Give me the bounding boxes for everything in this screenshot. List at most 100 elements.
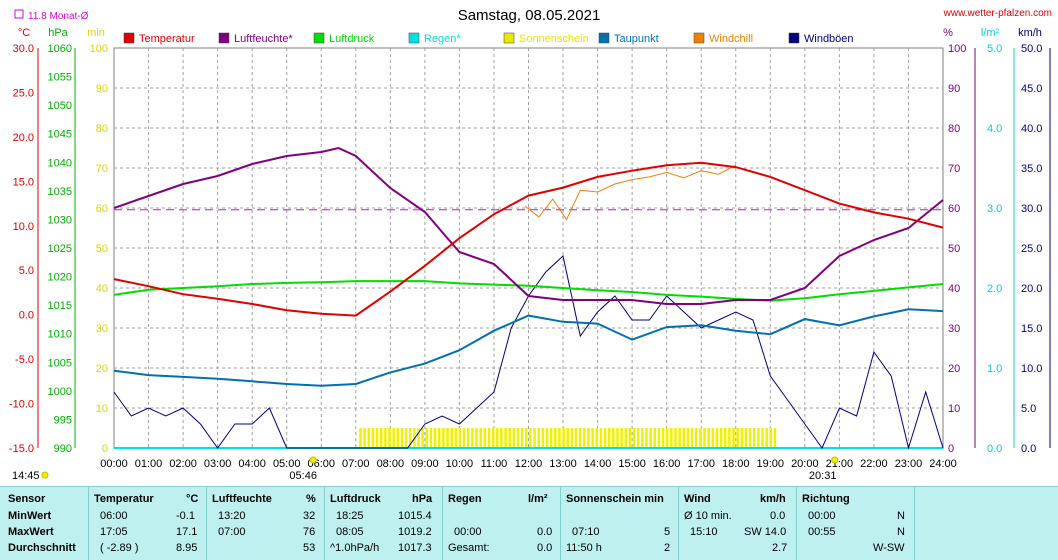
sunset-icon [831, 456, 839, 464]
sunshine-bar [500, 428, 503, 448]
sunshine-bar [442, 428, 445, 448]
x-tick-label: 00:00 [100, 458, 128, 470]
sunshine-bar [665, 428, 669, 448]
sunshine-bar [707, 428, 710, 448]
sunshine-bar [740, 428, 744, 448]
temp-axis-tick: -15.0 [9, 443, 34, 455]
sunshine-axis-tick: 40 [96, 283, 108, 295]
current-time: 14:45 [12, 470, 40, 482]
sunshine-bar [384, 428, 387, 448]
sunshine-bar [724, 428, 727, 448]
legend-swatch [693, 32, 705, 44]
row-label-max: MaxWert [8, 526, 54, 538]
humidity-axis-tick: 40 [948, 283, 960, 295]
x-tick-label: 22:00 [860, 458, 888, 470]
sunshine-bar [392, 428, 395, 448]
wind-axis-tick: 10.0 [1021, 363, 1042, 375]
sunshine-bar [628, 428, 632, 448]
sunshine-bar [566, 428, 569, 448]
rain-axis-tick: 1.0 [987, 363, 1002, 375]
sunshine-bar [674, 428, 677, 448]
pressure-axis-tick: 1055 [48, 72, 72, 84]
sunshine-bar [603, 428, 607, 448]
pressure-axis-tick: 1005 [48, 357, 72, 369]
avg-press-value: 1017.3 [398, 542, 432, 554]
sunshine-bar [462, 428, 466, 448]
sunshine-axis-tick: 80 [96, 123, 108, 135]
sunshine-bar [769, 428, 773, 448]
sunshine-bar [711, 428, 715, 448]
x-tick-label: 05:00 [273, 458, 301, 470]
x-tick-label: 17:00 [687, 458, 715, 470]
x-tick-label: 16:00 [653, 458, 681, 470]
temperature-line [113, 161, 944, 317]
table-header-pressure: Luftdruck [330, 493, 381, 505]
sunshine-bar [657, 428, 661, 448]
sunshine-bar [641, 428, 644, 448]
sunshine-bar [607, 428, 611, 448]
sunshine-bar [533, 428, 536, 448]
humidity-axis-tick: 20 [948, 363, 960, 375]
max-wind-time: 15:10 [690, 526, 718, 538]
wind-axis-tick: 20.0 [1021, 283, 1042, 295]
legend-swatch [218, 32, 230, 44]
sunshine-bar [578, 428, 582, 448]
sunshine-bar [487, 428, 491, 448]
sunshine-bar [612, 428, 615, 448]
pressure-axis-tick: 1035 [48, 186, 72, 198]
sunshine-bar [458, 428, 462, 448]
min-press-time: 18:25 [336, 510, 364, 522]
temp-axis-tick: 0.0 [19, 310, 34, 322]
sunshine-bar [678, 428, 681, 448]
x-tick-label: 13:00 [549, 458, 577, 470]
sunshine-bar [620, 428, 623, 448]
min-temp-value: -0.1 [176, 510, 195, 522]
max-dir-time: 00:55 [808, 526, 836, 538]
sunshine-bar [520, 428, 524, 448]
pressure-axis-tick: 1040 [48, 157, 72, 169]
temp-axis-tick: 10.0 [13, 221, 34, 233]
rain-axis-tick: 5.0 [987, 43, 1002, 55]
pressure-line [113, 280, 944, 302]
sunshine-bar [479, 428, 482, 448]
temp-axis-tick: 20.0 [13, 132, 34, 144]
dewpoint-line [113, 308, 944, 387]
unit-pressure: hPa [48, 27, 68, 39]
chart-title: Samstag, 08.05.2021 [458, 7, 601, 24]
sunshine-axis-tick: 70 [96, 163, 108, 175]
min-hum-time: 13:20 [218, 510, 246, 522]
sunshine-bar [682, 428, 686, 448]
avg-rain-label: Gesamt: [448, 542, 490, 554]
wind-axis-tick: 50.0 [1021, 43, 1042, 55]
month-avg-label: 11.8 Monat-Ø [28, 11, 89, 22]
sunshine-bar [591, 428, 594, 448]
wind-axis-tick: 40.0 [1021, 123, 1042, 135]
sunshine-bar [670, 428, 673, 448]
legend-item: Taupunkt [614, 33, 659, 45]
sunshine-bar [574, 428, 578, 448]
min-wind-time: Ø 10 min. [684, 510, 732, 522]
sunshine-bar [599, 428, 603, 448]
sunshine-bar [525, 428, 528, 448]
x-tick-label: 09:00 [411, 458, 439, 470]
unit-sunshine: min [87, 27, 105, 39]
legend-swatch [503, 32, 515, 44]
table-header-humidity-unit: % [306, 493, 316, 505]
sunshine-bar [471, 428, 474, 448]
sunset-time: 20:31 [809, 470, 837, 482]
wind-axis-tick: 0.0 [1021, 443, 1036, 455]
pressure-axis-tick: 995 [54, 414, 72, 426]
table-header-pressure-unit: hPa [412, 493, 433, 505]
unit-wind: km/h [1018, 27, 1042, 39]
chart-axes [37, 48, 1051, 448]
sunshine-bar [653, 428, 657, 448]
max-rain-time: 00:00 [454, 526, 482, 538]
sunshine-bar [363, 428, 366, 448]
sunshine-bar [736, 428, 739, 448]
humidity-axis-tick: 70 [948, 163, 960, 175]
avg-sun-value: 2 [664, 542, 671, 554]
table-header-humidity: Luftfeuchte [212, 493, 272, 505]
row-label-min: MinWert [8, 510, 52, 522]
sunshine-bar [425, 428, 429, 448]
sunshine-bar [703, 428, 706, 448]
